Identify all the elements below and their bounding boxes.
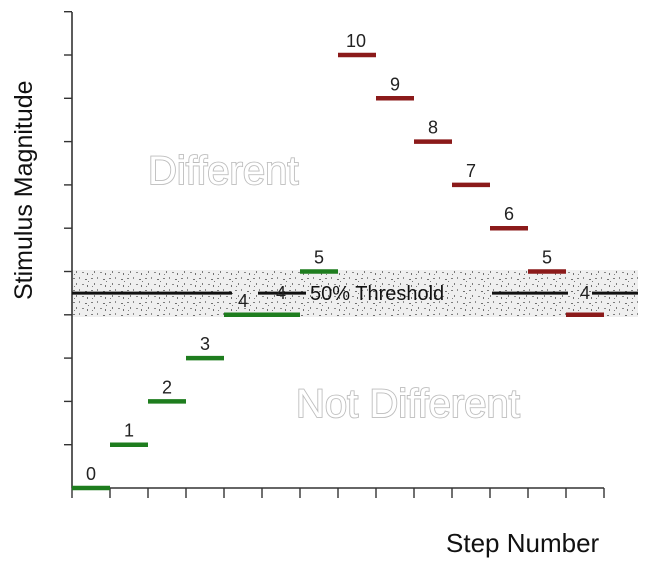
region-label-not-different: Not Different <box>296 382 520 426</box>
stair-step-label: 6 <box>504 204 514 224</box>
x-axis-label: Step Number <box>446 528 600 558</box>
stair-step-label: 9 <box>390 74 400 94</box>
staircase-marks: 0 1 2 3 4 4 5 10 9 8 7 6 5 4 <box>72 31 604 491</box>
y-axis-label: Stimulus Magnitude <box>10 80 38 300</box>
region-label-different: Different <box>148 149 298 193</box>
stair-step-label: 7 <box>466 161 476 181</box>
x-ticks <box>71 488 605 498</box>
stair-step-label: 10 <box>346 31 366 51</box>
stair-step-label: 3 <box>200 334 210 354</box>
stair-step-label: 4 <box>276 283 286 303</box>
stair-step-label: 5 <box>314 248 324 268</box>
stair-step-label: 8 <box>428 118 438 138</box>
stair-step-label: 4 <box>580 283 590 303</box>
stair-step-label: 4 <box>238 291 248 311</box>
threshold-label: 50% Threshold <box>310 283 444 305</box>
stair-step-label: 0 <box>86 464 96 484</box>
stair-step-label: 2 <box>162 377 172 397</box>
stair-step-label: 1 <box>124 421 134 441</box>
threshold-layer: 50% Threshold <box>72 283 638 305</box>
stair-step-label: 5 <box>542 248 552 268</box>
y-ticks <box>64 10 72 446</box>
